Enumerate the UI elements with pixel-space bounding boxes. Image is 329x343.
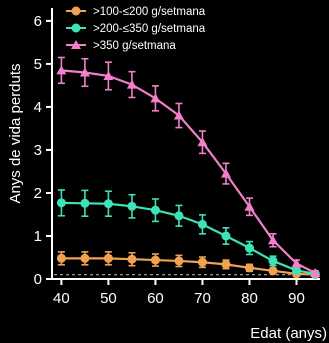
series-line — [61, 201, 316, 275]
x-axis-title: Edat (anys) — [250, 325, 327, 342]
data-point — [291, 258, 302, 268]
axes — [51, 8, 320, 280]
y-tick-label: 5 — [34, 56, 42, 73]
data-point — [80, 198, 90, 208]
data-point — [268, 266, 278, 276]
ticks: 40 50 60 70 80 90 0 1 2 3 4 5 6 — [34, 13, 305, 307]
x-tick-label: 70 — [194, 290, 211, 307]
data-point — [197, 219, 207, 229]
series-group — [56, 56, 321, 277]
x-tick-label: 50 — [100, 290, 117, 307]
data-point — [244, 201, 255, 211]
data-point — [71, 23, 81, 33]
data-point — [244, 263, 254, 273]
y-tick-label: 4 — [34, 99, 42, 116]
data-point — [126, 79, 137, 89]
data-point — [267, 235, 278, 245]
data-point — [103, 70, 114, 80]
x-tick-label: 60 — [147, 290, 164, 307]
series — [56, 56, 321, 280]
data-point — [79, 67, 90, 77]
data-point — [56, 65, 67, 75]
x-tick-label: 40 — [53, 290, 70, 307]
data-point — [174, 256, 184, 266]
data-point — [150, 93, 161, 103]
y-axis-title: Anys de vida perduts — [7, 63, 24, 203]
data-point — [71, 40, 81, 49]
y-tick-label: 3 — [34, 142, 42, 159]
data-point — [56, 253, 66, 263]
data-point — [127, 254, 137, 264]
legend: >100-≤200 g/setmana >200-≤350 g/setmana >3… — [66, 6, 206, 52]
data-point — [103, 199, 113, 209]
data-point — [310, 267, 321, 277]
data-point — [197, 137, 208, 147]
legend-label: >200-≤350 g/setmana — [93, 23, 206, 35]
data-point — [150, 255, 160, 265]
data-point — [291, 265, 301, 275]
data-point — [221, 259, 231, 269]
data-point — [220, 168, 231, 178]
y-tick-label: 2 — [34, 185, 42, 202]
data-point — [268, 256, 278, 266]
data-point — [197, 257, 207, 267]
y-tick-label: 1 — [34, 228, 42, 245]
data-point — [221, 231, 231, 241]
data-point — [56, 198, 66, 208]
series-group — [56, 251, 320, 280]
x-tick-label: 90 — [288, 290, 305, 307]
data-point — [150, 205, 160, 215]
series-line — [61, 69, 316, 274]
legend-label: >350 g/setmana — [93, 40, 176, 52]
y-tick-label: 0 — [34, 271, 42, 288]
data-point — [174, 211, 184, 221]
data-point — [173, 110, 184, 120]
x-tick-label: 80 — [241, 290, 258, 307]
data-point — [103, 253, 113, 263]
data-point — [71, 6, 81, 16]
y-tick-label: 6 — [34, 13, 42, 30]
data-point — [244, 243, 254, 253]
data-point — [80, 253, 90, 263]
data-point — [127, 201, 137, 211]
legend-label: >100-≤200 g/setmana — [93, 6, 206, 18]
series-group — [56, 189, 320, 279]
